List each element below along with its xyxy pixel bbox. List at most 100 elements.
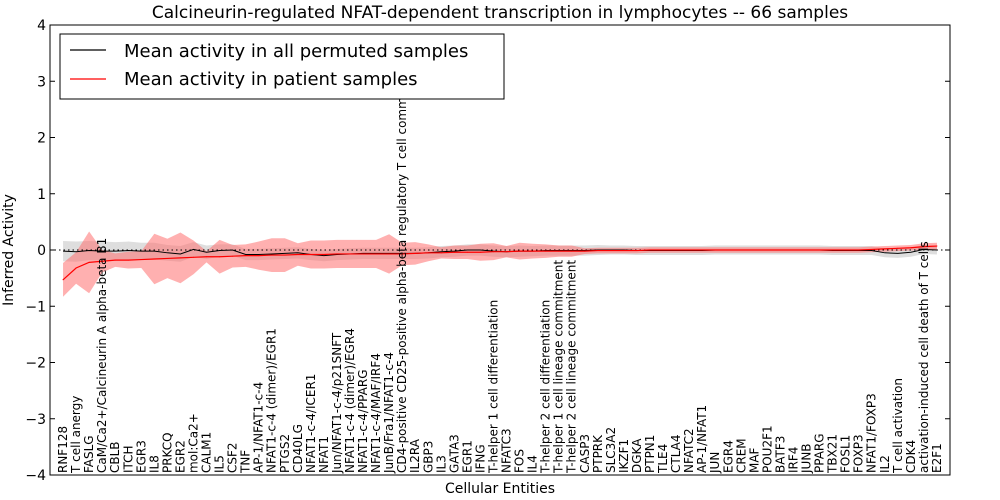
entity-label: mol:Ca2+: [186, 413, 200, 473]
entity-label: NFAT1-c-4/MAF/IRF4: [369, 353, 383, 473]
entity-label: POU2F1: [760, 425, 774, 473]
patient-point: [506, 251, 508, 253]
x-axis-label: Cellular Entities: [445, 481, 555, 497]
entity-label: CDK4: [904, 440, 918, 473]
entity-label: T cell anergy: [69, 396, 83, 474]
chart-title: Calcineurin-regulated NFAT-dependent tra…: [152, 3, 848, 23]
entity-label: IL5: [213, 455, 227, 473]
entity-label: JUNB: [800, 443, 814, 474]
legend-label-patient: Mean activity in patient samples: [124, 69, 418, 90]
entity-label: GATA3: [447, 434, 461, 473]
y-tick-label: 4: [37, 18, 46, 34]
entity-label: DGKA: [630, 438, 644, 473]
patient-point: [688, 249, 690, 251]
entity-label: NFAT1: [317, 436, 331, 473]
y-tick-label: 1: [37, 187, 46, 203]
patient-point: [114, 259, 116, 261]
entity-label: IRF4: [786, 447, 800, 473]
patient-point: [75, 267, 77, 269]
entity-label: NFATC3: [500, 428, 514, 473]
entity-label: CD40LG: [291, 424, 305, 473]
patient-point: [897, 247, 899, 249]
patient-point: [101, 260, 103, 262]
patient-point: [910, 247, 912, 249]
entity-label: JunB/Fra1/NFAT1-c-4: [382, 352, 396, 474]
patient-point: [766, 249, 768, 251]
entity-label: IL4: [526, 455, 540, 473]
entity-label: FOXP3: [852, 434, 866, 473]
patient-point: [323, 254, 325, 255]
patient-point: [401, 253, 403, 255]
patient-point: [127, 259, 129, 261]
entity-label: NFAT1-c-4 (dimer)/EGR1: [265, 328, 279, 473]
y-tick-label: −1: [25, 299, 46, 315]
patient-point: [88, 261, 90, 263]
entity-label: AP-1/NFAT1: [695, 405, 709, 473]
patient-point: [479, 251, 481, 253]
patient-point: [558, 250, 560, 252]
patient-point: [362, 253, 364, 255]
patient-point: [166, 257, 168, 259]
patient-point: [179, 257, 181, 259]
patient-point: [701, 249, 703, 251]
entity-label: EGR4: [721, 440, 735, 473]
entity-label: NFAT1/FOXP3: [865, 393, 879, 473]
legend: Mean activity in all permuted samples Me…: [59, 33, 505, 100]
patient-point: [453, 251, 455, 253]
entity-label: NFAT1-c-4 (dimer)/EGR4: [343, 328, 357, 473]
patient-point: [388, 253, 390, 255]
patient-point: [597, 250, 599, 252]
entity-label: IL2: [878, 455, 892, 473]
entity-label: CREM: [734, 438, 748, 473]
legend-box: [59, 33, 505, 100]
patient-point: [492, 251, 494, 253]
entity-label: IL2RA: [408, 438, 422, 473]
patient-point: [923, 246, 925, 248]
patient-point: [62, 279, 64, 281]
patient-point: [192, 256, 194, 258]
patient-point: [649, 249, 651, 251]
patient-point: [884, 248, 886, 250]
entity-label: E2F1: [930, 443, 944, 473]
entity-label: CASP3: [578, 434, 592, 473]
entity-label: AP-1/NFAT1-c-4: [252, 382, 266, 473]
legend-label-permuted: Mean activity in all permuted samples: [124, 41, 468, 62]
entity-label: RNF128: [56, 426, 70, 473]
entity-label: FASLG: [82, 435, 96, 473]
entity-label: PTPRK: [591, 434, 605, 473]
patient-point: [584, 250, 586, 252]
entity-labels: RNF128 T cell anergy FASLG CaM/Ca2+/Calcine…: [56, 57, 944, 474]
y-tick-label: −3: [25, 412, 46, 428]
y-axis-label: Inferred Activity: [1, 194, 17, 306]
entity-label: NFAT1-c-4/PPARG: [356, 369, 370, 473]
entity-label: CBLB: [108, 441, 122, 473]
patient-point: [206, 256, 208, 258]
entity-label: PRKCQ: [160, 432, 174, 473]
entity-label: GBP3: [421, 441, 435, 473]
entity-label: JUN: [708, 452, 722, 474]
entity-label: BATF3: [773, 436, 787, 473]
patient-point: [532, 250, 534, 252]
patient-point: [610, 250, 612, 252]
patient-mean-line: [62, 245, 937, 281]
plot-area: [50, 231, 950, 297]
entity-label: TNF: [239, 450, 253, 474]
patient-point: [297, 254, 299, 255]
patient-point: [623, 250, 625, 252]
patient-point: [753, 249, 755, 251]
entity-label: NFATC2: [682, 428, 696, 473]
entity-label: T-helper 2 cell differentiation: [539, 300, 553, 474]
entity-label: EGR2: [173, 440, 187, 473]
patient-point: [779, 249, 781, 251]
entity-label: MAF: [747, 447, 761, 473]
patient-point: [871, 248, 873, 250]
patient-point: [375, 253, 377, 255]
entity-label: TLE4: [656, 444, 670, 474]
patient-point: [232, 255, 234, 257]
y-tick-label: −2: [25, 356, 46, 372]
patient-point: [140, 259, 142, 261]
entity-label: T cell activation: [891, 378, 905, 474]
patient-point: [153, 258, 155, 260]
